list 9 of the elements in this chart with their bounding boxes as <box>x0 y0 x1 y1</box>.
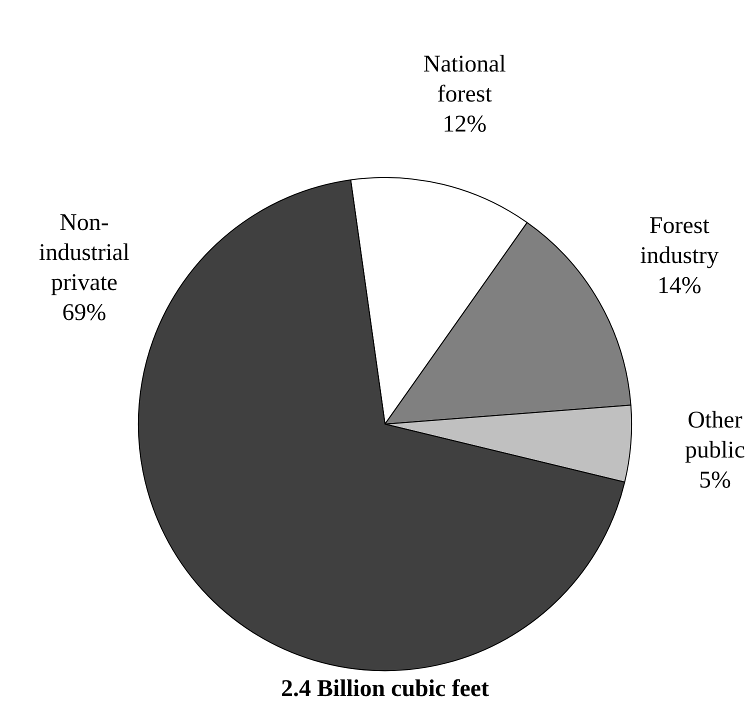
data-label: 12% <box>442 111 487 138</box>
slice-label: Forest industry <box>640 213 719 270</box>
data-label: 5% <box>699 468 732 494</box>
slice-label: National forest <box>423 51 506 108</box>
data-label: 14% <box>657 273 702 300</box>
slice-label: Non-industrial private <box>38 210 130 296</box>
text: 2.4 Billion cubic feet <box>281 676 489 702</box>
slice-label: Other public <box>685 408 746 464</box>
data-label: 69% <box>62 300 106 326</box>
